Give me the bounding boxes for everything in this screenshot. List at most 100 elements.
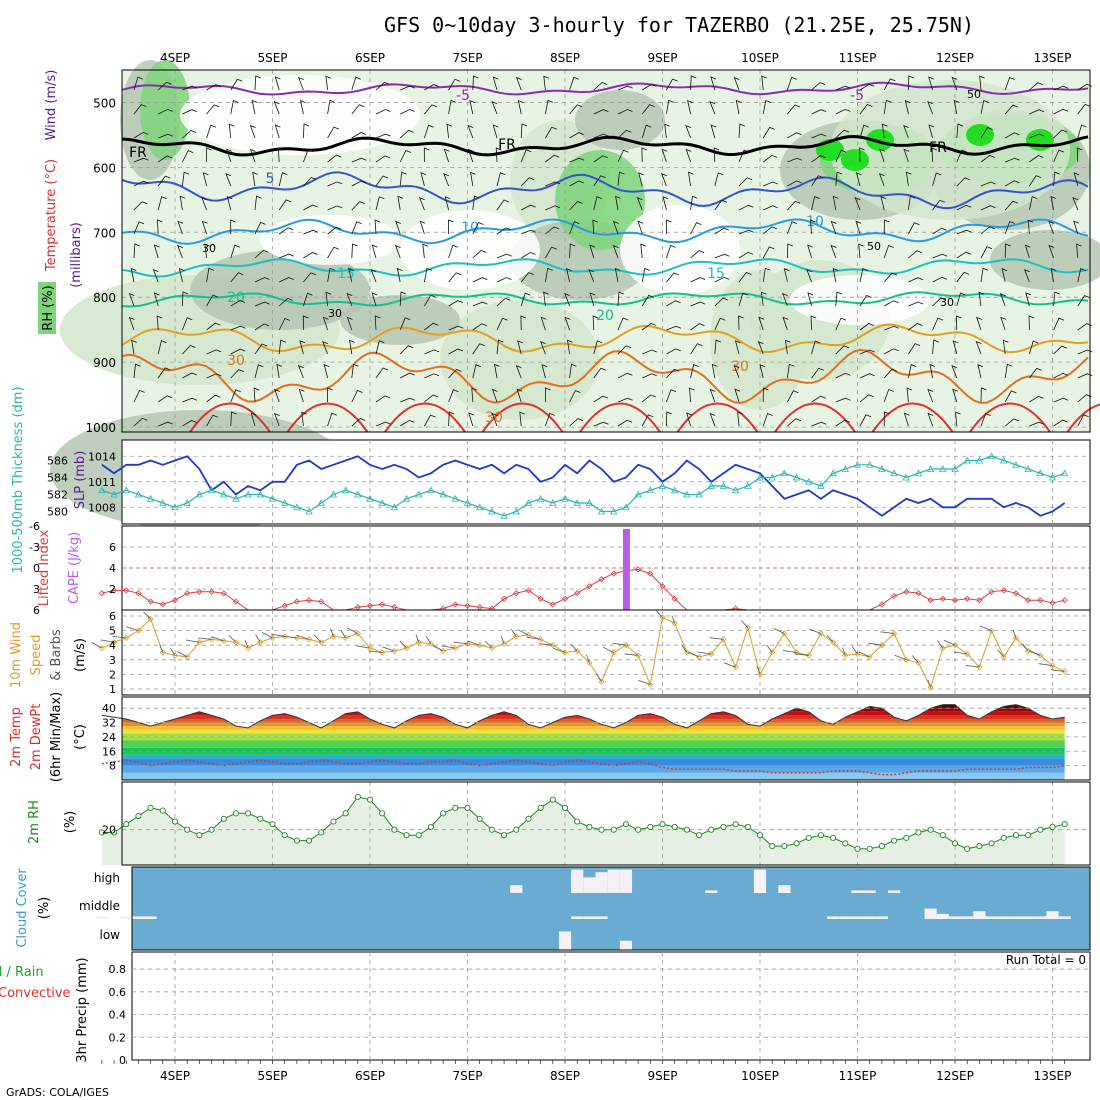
upper-wind-barb: [714, 253, 730, 259]
upper-wind-barb: [521, 204, 536, 211]
thickness-point: [622, 503, 630, 511]
thickness-point: [597, 507, 606, 515]
upper-wind-barb: [133, 131, 149, 139]
upper-wind-barb: [206, 267, 215, 283]
upper-wind-barb: [520, 272, 534, 283]
upper-wind-barb: [278, 199, 292, 211]
upper-wind-barb: [569, 157, 585, 163]
rh2m-point: [1049, 823, 1056, 831]
wind-speed-point: [147, 615, 154, 622]
thickness-point: [110, 490, 118, 498]
upper-wind-barb: [251, 99, 258, 115]
rh-contour-label: 30: [328, 307, 342, 320]
upper-wind-barb: [418, 196, 425, 211]
upper-wind-barb: [327, 412, 337, 427]
upper-wind-barb: [636, 196, 643, 211]
upper-wind-barb: [520, 251, 536, 259]
upper-wind-barb: [249, 124, 256, 139]
upper-wind-barb: [1029, 109, 1045, 115]
temperature-band: [122, 772, 1065, 780]
thickness-point: [878, 465, 886, 472]
dewpt-axis-label: 2m DewPt: [29, 704, 44, 771]
rh2m-point: [196, 832, 203, 839]
upper-wind-barb: [303, 272, 317, 283]
cloud-clear-bar: [1034, 916, 1047, 919]
precip-total-label: Total / Rain: [0, 965, 44, 980]
wind-speed-point: [756, 671, 764, 678]
upper-wind-barb: [1029, 421, 1045, 427]
upper-wind-barb: [835, 129, 850, 139]
rh2m-point: [927, 826, 934, 833]
upper-wind-barb: [637, 220, 644, 235]
wind-barb: [965, 665, 980, 668]
wind-barb: [159, 644, 164, 653]
lifted-index-point: [1037, 597, 1044, 604]
upper-wind-barb: [303, 292, 313, 307]
upper-wind-barb: [593, 196, 603, 211]
cape-tick-label: 2: [109, 583, 116, 596]
thickness-point: [926, 465, 935, 472]
wind-speed-point: [744, 624, 751, 631]
upper-wind-barb: [569, 390, 581, 403]
upper-wind-barb: [859, 104, 873, 115]
upper-wind-barb: [734, 340, 741, 355]
upper-wind-barb: [327, 181, 343, 187]
rh2m-point: [525, 815, 532, 822]
wind-barb: [894, 654, 907, 661]
upper-wind-barb: [467, 124, 474, 139]
upper-wind-barb: [709, 412, 716, 427]
thickness-point: [488, 507, 496, 515]
upper-wind-barb: [761, 75, 767, 91]
upper-wind-barb: [1077, 349, 1093, 355]
thickness-point: [427, 486, 435, 494]
lifted-index-point: [939, 595, 946, 602]
temp-tick-label: 8: [109, 760, 116, 773]
upper-wind-barb: [517, 99, 524, 115]
wind-barb: [510, 628, 517, 637]
wind-speed-point: [513, 633, 520, 640]
isotherm-line: [121, 348, 1089, 405]
rh-contour-label: 50: [967, 88, 981, 101]
upper-wind-barb: [835, 317, 847, 331]
upper-wind-barb: [177, 244, 183, 259]
upper-wind-barb: [932, 276, 948, 283]
lifted-index-point: [915, 590, 922, 597]
upper-wind-barb: [273, 100, 280, 115]
upper-wind-barb: [884, 300, 899, 307]
upper-wind-barb: [932, 297, 946, 307]
wind-barb: [795, 653, 809, 656]
upper-wind-barb: [593, 367, 607, 379]
upper-wind-barb: [152, 268, 159, 283]
upper-wind-barb: [955, 315, 962, 331]
upper-wind-barb: [206, 414, 219, 427]
lifted-index-point: [598, 576, 605, 583]
rh-high-patch: [841, 149, 869, 171]
upper-wind-barb: [931, 147, 938, 163]
upper-wind-barb: [762, 387, 769, 403]
upper-wind-barb: [714, 297, 729, 307]
wind10m-axis-label: 10m Wind: [9, 622, 24, 688]
upper-wind-barb: [979, 75, 985, 91]
upper-wind-barb: [807, 244, 813, 259]
wind-barb: [842, 647, 846, 656]
upper-wind-barb: [351, 389, 363, 403]
upper-wind-barb: [686, 412, 692, 427]
wind-speed-point: [671, 620, 678, 627]
upper-wind-barb: [690, 277, 706, 283]
upper-wind-barb: [830, 220, 837, 235]
upper-wind-barb: [297, 364, 304, 379]
upper-wind-barb: [303, 123, 310, 139]
rh2m-point: [330, 818, 337, 825]
upper-wind-barb: [1053, 108, 1069, 115]
upper-wind-barb: [735, 99, 742, 115]
rh2m-point: [159, 807, 166, 814]
upper-wind-barb: [327, 267, 336, 283]
upper-wind-barb: [182, 317, 193, 331]
pressure-tick-label: 500: [93, 96, 116, 110]
upper-wind-barb: [811, 421, 827, 427]
temp2m-axis-label: 2m Temp: [9, 707, 24, 767]
upper-wind-barb: [859, 323, 874, 331]
upper-wind-barb: [351, 363, 359, 379]
upper-wind-barb: [588, 268, 595, 283]
wind-speed-point: [232, 639, 240, 646]
